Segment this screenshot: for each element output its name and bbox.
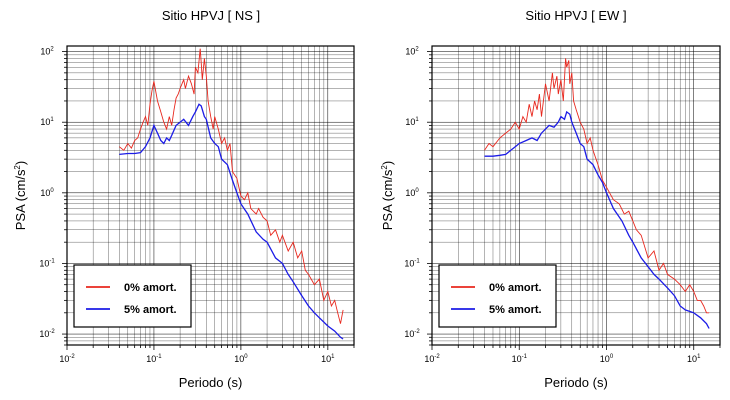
y-tick-label: 10-2 [39,329,55,339]
x-tick-label: 10-1 [146,354,162,364]
x-tick-label: 100 [234,354,248,364]
chart-panel-ew: Sitio HPVJ [ EW ] 10-2 10-1 100 101 10-2 10-1 1… [380,8,721,390]
series-line-damping-0 [484,58,710,314]
series-line-damping-0 [119,48,344,324]
chart-title: Sitio HPVJ [ NS ] [162,8,260,23]
y-tick-label: 10-2 [404,329,420,339]
x-axis-title: Periodo (s) [544,375,608,390]
series-line-damping-5 [119,103,344,340]
y-tick-label: 102 [40,47,54,57]
legend-label: 5% amort. [124,304,177,316]
plot-frame [66,45,355,346]
y-tick-label: 101 [405,117,419,127]
legend-label: 0% amort. [124,282,177,294]
x-tick-label: 10-2 [424,354,440,364]
legend-box [73,264,192,328]
series-line-damping-5 [484,110,710,329]
y-axis-title: PSA (cm/s2) [13,161,28,230]
y-tick-label: 100 [405,188,419,198]
x-tick-label: 10-2 [59,354,75,364]
y-axis-title: PSA (cm/s2) [380,161,395,230]
y-tick-label: 100 [40,188,54,198]
x-axis-title: Periodo (s) [179,375,243,390]
chart-title: Sitio HPVJ [ EW ] [525,8,626,23]
y-tick-label: 10-1 [39,258,55,268]
legend-label: 5% amort. [489,304,542,316]
legend: 0% amort. 5% amort. [73,264,192,328]
y-tick-label: 102 [405,47,419,57]
legend: 0% amort. 5% amort. [438,264,557,328]
legend-box [438,264,557,328]
x-tick-label: 100 [600,354,614,364]
chart-panel-ns: Sitio HPVJ [ NS ] 10-2 10-1 100 101 10-2 10-1 1… [13,8,355,390]
x-tick-label: 101 [321,354,335,364]
plot-frame [431,45,721,346]
y-tick-label: 101 [40,117,54,127]
x-tick-label: 10-1 [512,354,528,364]
x-tick-label: 101 [687,354,701,364]
legend-label: 0% amort. [489,282,542,294]
y-tick-label: 10-1 [404,258,420,268]
